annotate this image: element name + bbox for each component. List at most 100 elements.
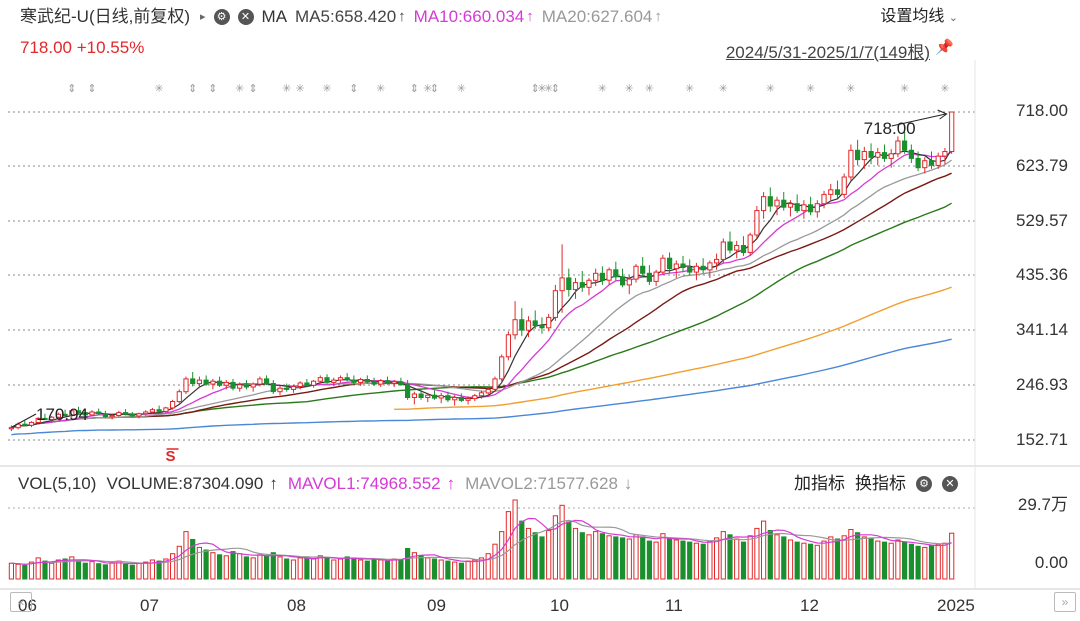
volume-bar xyxy=(700,543,706,580)
dropdown-triangle-icon[interactable]: ▸ xyxy=(200,11,206,23)
y-tick-label: 718.00 xyxy=(1016,101,1068,120)
volume-bar xyxy=(821,540,827,580)
volume-bar xyxy=(264,555,270,580)
volume-bar xyxy=(203,549,209,580)
event-marker-icon: ✳ xyxy=(423,83,432,95)
event-marker-icon: ✳ xyxy=(282,83,291,95)
volume-bar xyxy=(895,539,901,580)
volume-bar xyxy=(324,557,330,580)
event-marker-icon: ✳ xyxy=(806,83,815,95)
event-marker-icon: ⇕ xyxy=(551,83,560,95)
add-indicator-button[interactable]: 加指标 xyxy=(794,474,845,493)
event-marker-icon: ✳ xyxy=(766,83,775,95)
x-tick-label: 08 xyxy=(287,596,306,615)
date-range[interactable]: 2024/5/31-2025/1/7(149根) xyxy=(725,43,930,62)
x-tick-label: 12 xyxy=(800,596,819,615)
volume-bar xyxy=(808,543,814,580)
candle-body xyxy=(552,290,558,318)
volume-bar xyxy=(552,515,558,580)
candle-body xyxy=(861,151,867,161)
candle-body xyxy=(223,381,229,386)
candle-body xyxy=(761,196,767,212)
volume-bar xyxy=(740,541,747,580)
close-icon[interactable]: ✕ xyxy=(237,9,254,25)
candle-body xyxy=(438,395,444,399)
candle-body xyxy=(606,269,612,281)
candle-body xyxy=(391,381,397,384)
volume-arrow-icon: ↑ xyxy=(269,474,278,493)
max-price-arrow xyxy=(891,113,946,127)
volume-bar xyxy=(170,553,176,580)
candle-body xyxy=(398,381,404,386)
event-marker-icon: ✳ xyxy=(719,83,728,95)
volume-bar xyxy=(525,527,532,580)
price-readout: 718.00 +10.55% xyxy=(20,38,144,58)
candle-body xyxy=(875,152,881,158)
candle-body xyxy=(82,412,88,416)
candle-body xyxy=(834,189,841,195)
candle-body xyxy=(633,265,639,280)
event-marker-icon: ✳ xyxy=(155,83,164,95)
volume-bar xyxy=(814,544,820,580)
candle-body xyxy=(492,378,498,390)
stock-symbol[interactable]: 寒武纪-U xyxy=(20,7,89,26)
volume-bar xyxy=(351,557,357,580)
volume-bar xyxy=(176,545,182,580)
gear-icon[interactable]: ⚙ xyxy=(213,9,230,25)
candle-body xyxy=(317,377,323,382)
volume-bar xyxy=(942,542,948,580)
candle-body xyxy=(264,378,270,384)
candle-body xyxy=(781,199,787,208)
volume-bar xyxy=(331,559,337,580)
candle-body xyxy=(754,210,760,236)
set-ma-button[interactable]: 设置均线 ⌄ xyxy=(880,6,958,29)
candle-body xyxy=(902,140,908,151)
candle-body xyxy=(593,272,599,281)
volume-bar xyxy=(391,558,397,580)
candle-body xyxy=(640,265,646,274)
candle-body xyxy=(620,276,626,286)
scroll-left-button[interactable]: « xyxy=(10,592,32,612)
candle-body xyxy=(505,334,511,358)
volume-bar xyxy=(371,558,377,580)
scroll-right-button[interactable]: » xyxy=(1054,592,1076,612)
x-tick-label: 2025 xyxy=(937,596,975,615)
volume-bar xyxy=(928,544,935,580)
volume-bar xyxy=(761,520,767,580)
candle-body xyxy=(626,278,632,286)
candle-body xyxy=(814,203,820,213)
volume-bar xyxy=(62,558,68,580)
candle-body xyxy=(868,151,874,158)
event-marker-icon: ✳ xyxy=(940,83,949,95)
volume-bar xyxy=(49,562,55,580)
event-marker-icon: ✳ xyxy=(544,83,553,95)
min-price-arrow xyxy=(11,413,37,428)
candle-body xyxy=(243,384,250,388)
event-marker-icon: ⇕ xyxy=(67,83,76,95)
close-icon[interactable]: ✕ xyxy=(942,476,958,492)
candle-body xyxy=(405,384,411,399)
volume-bar xyxy=(532,532,538,580)
event-marker-icon: ⇕ xyxy=(410,83,419,95)
ma5-value: MA5:658.420 xyxy=(295,7,397,26)
volume-bar xyxy=(55,559,61,580)
pin-icon[interactable]: 📌 xyxy=(935,39,954,56)
volume-bar xyxy=(848,529,854,580)
gear-icon[interactable]: ⚙ xyxy=(916,476,932,492)
volume-bar xyxy=(875,540,881,580)
volume-bar xyxy=(217,554,223,580)
candle-body xyxy=(458,397,464,401)
switch-indicator-button[interactable]: 换指标 xyxy=(855,474,906,493)
candle-body xyxy=(102,413,109,418)
volume-bar xyxy=(452,561,458,580)
event-marker-icon: ⇕ xyxy=(87,83,96,95)
event-marker-icon: ⇕ xyxy=(249,83,258,95)
volume-bar xyxy=(35,557,41,580)
candle-body xyxy=(425,394,431,399)
volume-bar xyxy=(284,558,290,580)
candle-body xyxy=(727,241,733,251)
x-tick-label: 09 xyxy=(427,596,446,615)
candle-body xyxy=(922,160,928,169)
candle-body xyxy=(714,258,720,264)
